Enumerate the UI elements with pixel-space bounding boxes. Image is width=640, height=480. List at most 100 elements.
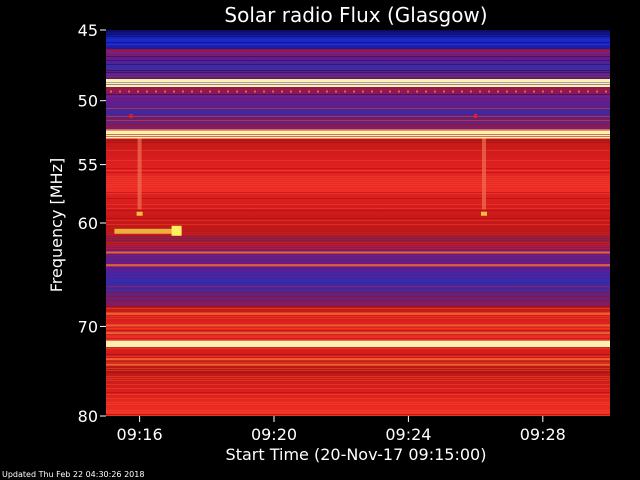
dotted-mark [497, 90, 499, 93]
dotted-mark [164, 90, 166, 93]
spectrogram-row [106, 394, 610, 395]
x-tick-label: 09:28 [520, 425, 566, 444]
spectrogram-row [106, 170, 610, 171]
burst-feature [171, 225, 182, 236]
spectrogram-row [106, 208, 610, 209]
y-tick-label: 50 [78, 92, 98, 111]
spectrogram-row [106, 204, 610, 205]
spectrogram-row [106, 94, 610, 95]
spectrogram-row [106, 114, 610, 115]
dotted-mark [479, 90, 481, 93]
spectrogram-row [106, 412, 610, 413]
x-tick-label: 09:24 [385, 425, 431, 444]
spectrogram-row [106, 150, 610, 151]
dotted-mark [335, 90, 337, 93]
spectrogram-row [106, 376, 610, 377]
dotted-mark [533, 90, 535, 93]
y-tick-label: 80 [78, 407, 98, 426]
spectrogram-row [106, 232, 610, 233]
spectrogram-row [106, 306, 610, 307]
spectrogram-row [106, 404, 610, 405]
frequency-band [106, 78, 610, 88]
y-tick-label: 70 [78, 317, 98, 336]
spectrogram-row [106, 414, 610, 415]
x-tick-label: 09:16 [117, 425, 163, 444]
spot-feature [129, 113, 133, 118]
dotted-mark [380, 90, 382, 93]
spectrogram-row [106, 384, 610, 385]
spectrogram-texture [106, 34, 610, 415]
spectrogram-row [106, 140, 610, 141]
spectrogram-row [106, 286, 610, 287]
dotted-mark [542, 90, 544, 93]
dotted-mark [254, 90, 256, 93]
y-tick-label: 45 [78, 21, 98, 40]
spectrogram-row [106, 176, 610, 177]
bright-stripe [106, 264, 610, 267]
frequency-band [106, 138, 610, 195]
dotted-mark [263, 90, 265, 93]
spectrogram-row [106, 260, 610, 261]
spectrogram-row [106, 392, 610, 393]
spectrogram-row [106, 362, 610, 363]
dotted-mark [317, 90, 319, 93]
spectrogram-row [106, 266, 610, 267]
spectrogram-row [106, 326, 610, 327]
dotted-mark [524, 90, 526, 93]
spectrogram-row [106, 52, 610, 53]
dotted-mark [506, 90, 508, 93]
spectrogram-features [114, 113, 487, 236]
spectrogram-row [106, 72, 610, 73]
spectrogram-row [106, 250, 610, 251]
dotted-mark [587, 90, 589, 93]
dotted-mark [371, 90, 373, 93]
spectrogram-row [106, 274, 610, 275]
spectrogram-row [106, 134, 610, 135]
spot-feature [136, 211, 143, 216]
dotted-mark [434, 90, 436, 93]
spectrogram-row [106, 296, 610, 297]
spectrogram-row [106, 180, 610, 181]
burst-feature [114, 228, 182, 234]
spectrogram-row [106, 60, 610, 61]
spectrogram-row [106, 288, 610, 289]
dotted-mark [155, 90, 157, 93]
dotted-mark [119, 90, 121, 93]
spectrogram-row [106, 124, 610, 125]
dotted-mark [551, 90, 553, 93]
spectrogram-row [106, 142, 610, 143]
spectrogram-row [106, 388, 610, 389]
spectrogram-row [106, 328, 610, 329]
spectrogram-row [106, 182, 610, 183]
spectrogram-row [106, 318, 610, 319]
dotted-mark [515, 90, 517, 93]
spectrogram-row [106, 34, 610, 35]
updated-timestamp: Updated Thu Feb 22 04:30:26 2018 [2, 470, 145, 479]
frequency-band [106, 194, 610, 245]
x-tick-label: 09:20 [251, 425, 297, 444]
spectrogram-row [106, 70, 610, 71]
vertical-line-feature [137, 138, 142, 210]
bright-stripe [106, 332, 610, 335]
spectrogram-row [106, 184, 610, 185]
dotted-mark [146, 90, 148, 93]
dotted-mark [578, 90, 580, 93]
dotted-mark [290, 90, 292, 93]
dotted-mark [416, 90, 418, 93]
bright-stripe [106, 251, 610, 254]
spectrogram-row [106, 56, 610, 57]
dotted-mark [398, 90, 400, 93]
spectrogram-row [106, 398, 610, 399]
spectrogram-row [106, 74, 610, 75]
spectrogram-row [106, 130, 610, 131]
spectrogram-row [106, 278, 610, 279]
spectrogram-row [106, 198, 610, 199]
dotted-mark [299, 90, 301, 93]
y-tick-label: 60 [78, 214, 98, 233]
dotted-mark [605, 90, 607, 93]
spectrogram-row [106, 354, 610, 355]
y-tick-label: 55 [78, 156, 98, 175]
spectrogram-row [106, 308, 610, 309]
dotted-mark [407, 90, 409, 93]
spectrogram-row [106, 380, 610, 381]
